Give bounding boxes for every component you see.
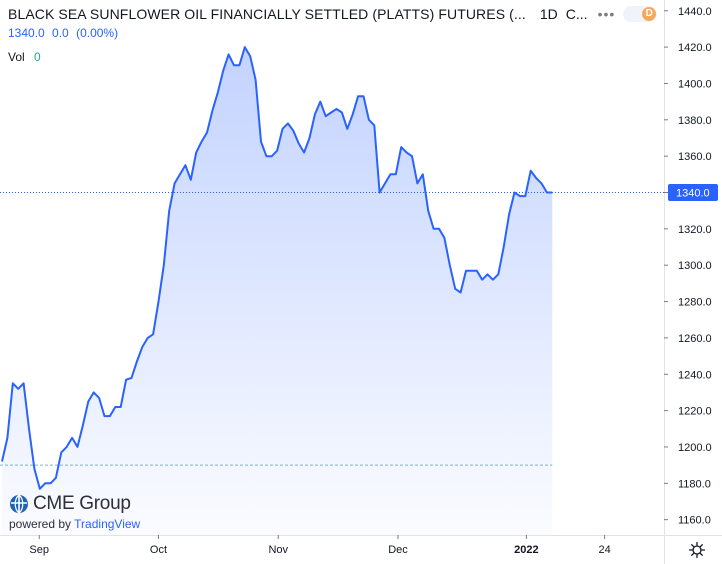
cme-brand-text: CME Group bbox=[33, 493, 131, 514]
price-axis[interactable]: 1160.0 1180.0 1200.0 1220.0 1240.0 1260.0 1280… bbox=[664, 6, 718, 527]
volume-legend: Vol 0 bbox=[8, 50, 657, 66]
cme-logo[interactable]: CME Group powered by TradingView bbox=[9, 492, 140, 531]
current-price-label: 1340.0 bbox=[676, 188, 710, 200]
series-line[interactable] bbox=[1, 46, 553, 490]
price-pane[interactable] bbox=[0, 46, 664, 535]
y-tick-label: 1420.0 bbox=[678, 42, 712, 54]
y-tick-label: 1380.0 bbox=[678, 115, 712, 127]
y-tick-label: 1240.0 bbox=[678, 369, 712, 381]
powered-by-prefix: powered by bbox=[9, 517, 72, 531]
volume-value: 0 bbox=[34, 50, 41, 64]
delay-badge-label: D bbox=[642, 7, 657, 21]
y-tick-label: 1360.0 bbox=[678, 151, 712, 163]
delay-badge[interactable]: D bbox=[623, 6, 658, 22]
x-tick-label: Oct bbox=[150, 544, 167, 556]
y-tick-label: 1260.0 bbox=[678, 333, 712, 345]
y-tick-label: 1440.0 bbox=[678, 6, 712, 18]
y-tick-label: 1400.0 bbox=[678, 78, 712, 90]
y-tick-label: 1220.0 bbox=[678, 406, 712, 418]
price-change-percent: (0.00%) bbox=[76, 26, 119, 40]
tradingview-brand[interactable]: TradingView bbox=[74, 517, 141, 531]
last-price: 1340.0 bbox=[8, 26, 45, 40]
y-tick-label: 1320.0 bbox=[678, 224, 712, 236]
y-tick-label: 1180.0 bbox=[678, 478, 711, 490]
volume-label[interactable]: Vol bbox=[8, 50, 25, 64]
symbol-title[interactable]: BLACK SEA SUNFLOWER OIL FINANCIALLY SETT… bbox=[8, 6, 526, 22]
current-price-marker bbox=[668, 184, 718, 201]
interval-label[interactable]: 1D bbox=[539, 6, 558, 22]
series-area bbox=[2, 47, 553, 535]
x-tick-label: 24 bbox=[598, 544, 610, 556]
y-tick-label: 1300.0 bbox=[678, 260, 712, 272]
more-icon[interactable]: ••• bbox=[597, 6, 616, 22]
legend-header: BLACK SEA SUNFLOWER OIL FINANCIALLY SETT… bbox=[8, 4, 658, 66]
x-tick-label: Nov bbox=[268, 544, 288, 556]
time-axis[interactable]: Sep Oct Nov Dec 2022 24 bbox=[29, 535, 611, 556]
y-tick-label: 1160.0 bbox=[678, 515, 711, 527]
x-tick-label: 2022 bbox=[514, 544, 538, 556]
y-tick-label: 1280.0 bbox=[678, 297, 712, 309]
price-change: 0.0 bbox=[52, 26, 69, 40]
y-tick-label: 1200.0 bbox=[678, 442, 712, 454]
gear-icon[interactable] bbox=[688, 541, 706, 559]
x-tick-label: Dec bbox=[388, 544, 408, 556]
ohlc-values: 1340.0 0.0 (0.00%) bbox=[8, 26, 657, 42]
cme-globe-icon bbox=[10, 494, 28, 514]
chart-type-label[interactable]: C... bbox=[565, 6, 588, 22]
x-tick-label: Sep bbox=[29, 544, 49, 556]
powered-by: powered by TradingView bbox=[9, 517, 140, 531]
